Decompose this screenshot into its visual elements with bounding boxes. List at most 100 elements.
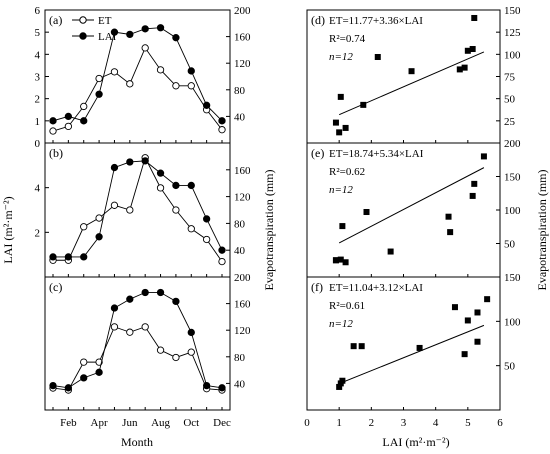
point-lai [187,328,195,337]
panel-label: (f) [311,280,323,294]
right-tick-label: 200 [234,5,251,17]
legend-marker [79,16,87,24]
point-lai [49,381,57,390]
point-lai [95,233,103,241]
x-tick-label: 1 [336,417,342,429]
point-et [187,225,195,233]
panel-label: (d) [311,13,325,27]
mid-y-axis-title: Evapotranspiration (mm) [262,170,276,291]
left-tick-label: 4 [35,49,41,61]
right-tick-label: 25 [504,116,516,128]
right-tick-label: 125 [504,27,521,39]
left-tick-label: 2 [35,227,41,239]
scatter-point [456,66,463,73]
scatter-point [350,343,357,350]
point-et [126,206,134,214]
point-lai [80,374,88,382]
scatter-point [469,192,476,199]
legend-label: LAI [98,31,117,43]
series-line-et [53,156,223,262]
panel-label: (b) [49,146,63,160]
right-tick-label: 160 [234,32,251,44]
point-lai [80,117,88,125]
equation-label: ET=18.74+5.34×LAI [329,148,424,160]
line-panel-2: 2 4 40 80 120 160 (b) [35,142,251,278]
scatter-point [337,93,344,100]
point-et [156,184,165,192]
x-tick-label: 0 [304,417,310,429]
scatter-point [461,64,468,71]
line-panel-3: 40 80 120 160 200 (c) [44,272,251,411]
scatter-panel-2: 50 100 150 200 (e) ET=18.74+5.34×LAI R²=0.62 n=… [306,138,521,278]
right-tick-label: 100 [504,49,521,61]
month-tick-label: Feb [60,417,77,429]
panel-label: (c) [49,280,62,294]
series-line-et [52,326,223,391]
point-et [110,68,119,76]
point-lai [126,295,134,303]
right-tick-label: 100 [504,316,521,328]
right-x-axis-title: LAI (m²·m⁻²) [382,435,449,449]
panel-frame [306,276,501,411]
point-lai [156,288,165,297]
point-et [95,214,103,222]
point-et [80,102,88,111]
scatter-point [464,47,471,54]
month-tick-label: Apr [91,417,108,429]
scatter-point [342,124,349,131]
legend-label: ET [98,15,112,27]
point-lai [126,30,134,39]
panel-frame [44,9,231,144]
point-lai [141,288,149,297]
scatter-point [416,344,423,351]
scatter-point [339,377,346,384]
scatter-point [480,153,487,160]
right-tick-label: 80 [234,218,246,230]
r2-label: R²=0.62 [329,166,365,178]
legend-marker [79,32,87,40]
point-lai [95,368,103,376]
point-et [141,323,149,331]
point-lai [110,304,119,312]
right-tick-label: 150 [504,5,521,17]
right-tick-label: 50 [504,361,516,373]
point-et [187,348,195,356]
r2-label: R²=0.61 [329,300,365,312]
scatter-point [339,223,346,230]
scatter-point [358,343,365,350]
scatter-point [484,296,491,303]
right-tick-label: 75 [504,72,516,84]
point-lai [156,169,165,177]
point-lai [141,25,149,33]
point-lai [110,28,119,36]
point-et [126,328,134,336]
point-et [110,323,119,331]
point-et [141,44,149,52]
right-tick-label: 40 [234,245,246,257]
right-y-axis-title: Evapotranspiration (mm) [535,170,549,291]
series-line-et [52,46,223,132]
r2-label: R²=0.74 [329,33,366,45]
panel-label: (a) [49,13,62,27]
point-et [126,80,134,88]
right-tick-label: 200 [504,138,521,150]
point-lai [64,384,73,392]
left-column: 0 1 2 3 4 5 6 40 80 120 160 200 (a) 2 4 40 80 120 160 (b) 40… [35,5,252,429]
series-line-lai [52,27,223,122]
n-label: n=12 [329,51,353,63]
scatter-point [445,213,452,220]
left-tick-label: 3 [35,72,41,84]
point-lai [126,158,134,166]
point-lai [172,297,180,306]
equation-label: ET=11.04+3.12×LAI [329,282,423,294]
scatter-point [336,383,343,390]
point-et [202,235,211,244]
x-tick-label: 2 [369,417,375,429]
point-lai [172,34,180,42]
right-tick-label: 150 [504,172,521,184]
left-tick-label: 1 [35,116,41,128]
right-tick-label: 160 [234,165,251,177]
scatter-point [464,317,471,324]
scatter-point [363,209,370,216]
left-tick-label: 5 [35,27,41,39]
